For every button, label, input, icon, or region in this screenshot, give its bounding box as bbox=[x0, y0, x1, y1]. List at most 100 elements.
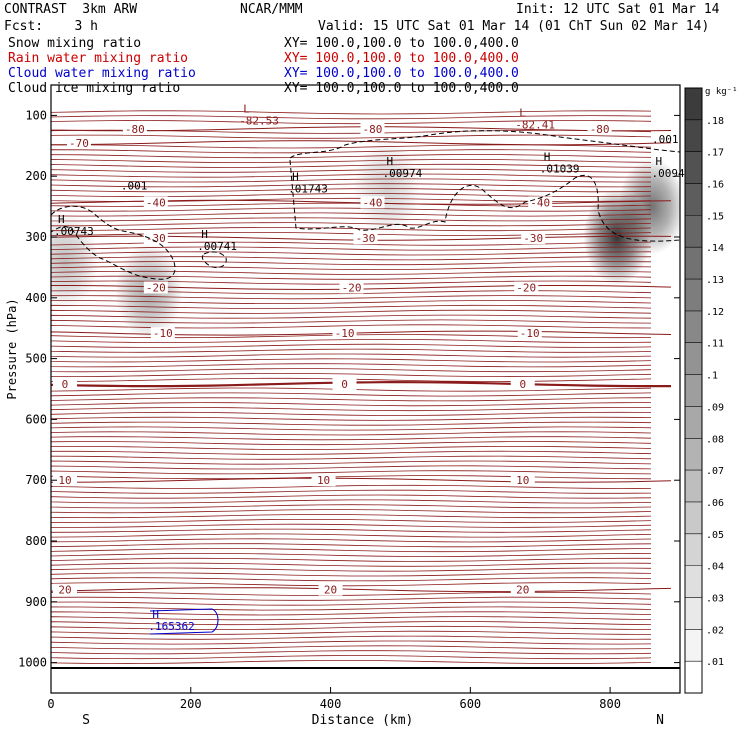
isotherm-line bbox=[51, 528, 652, 533]
colorbar-label: .09 bbox=[706, 402, 724, 413]
extremum-value-3: .01039 bbox=[540, 162, 580, 175]
isotherm-line bbox=[51, 509, 652, 514]
isotherm-line bbox=[51, 275, 652, 280]
isotherm-line bbox=[51, 270, 652, 275]
extremum-value-0: -82.53 bbox=[239, 114, 279, 127]
isotherm--40 bbox=[51, 199, 672, 205]
contour-value-label: .001 bbox=[121, 180, 148, 193]
extrema-labels: L-82.53L-82.41H.00974H.01039H.00943H.017… bbox=[54, 102, 691, 633]
isotherm-line bbox=[51, 621, 652, 626]
isotherm-label-20-0: 20 bbox=[58, 584, 71, 597]
colorbar-swatch bbox=[685, 629, 702, 662]
isotherm-label-bg bbox=[143, 196, 168, 209]
isotherm-line bbox=[51, 416, 652, 421]
isotherm-label--20-1: -20 bbox=[342, 281, 362, 294]
cloud-ice-contour-left bbox=[51, 205, 176, 280]
colorbar-swatch bbox=[685, 151, 702, 184]
institution: NCAR/MMM bbox=[240, 2, 303, 17]
isotherm--30 bbox=[51, 235, 672, 241]
isotherm-line bbox=[51, 232, 652, 237]
temperature-contours: -80 -80 -80-70-40 -40 -40-30 -30 -30-20 -20 -20-… bbox=[51, 110, 672, 665]
extremum-value-5: .01743 bbox=[288, 182, 328, 195]
forecast-hour: Fcst: 3 h bbox=[4, 19, 98, 34]
isotherm-line bbox=[51, 567, 652, 572]
isotherm-line bbox=[51, 436, 652, 441]
x-tick-label: 600 bbox=[459, 697, 481, 711]
isotherm-label-10-1: 10 bbox=[317, 474, 330, 487]
isotherm-label-0-0: 0 bbox=[62, 378, 69, 391]
isotherm-line bbox=[51, 280, 652, 285]
colorbar-unit: g kg⁻¹ bbox=[705, 87, 738, 97]
isotherm-line bbox=[51, 538, 652, 543]
colorbar-swatch bbox=[685, 183, 702, 216]
isotherm-line bbox=[51, 154, 652, 159]
isotherm-line bbox=[51, 431, 652, 436]
isotherm-line bbox=[51, 319, 652, 324]
cloud-ice-contour-middle bbox=[289, 159, 680, 242]
y-tick-label: 100 bbox=[25, 108, 47, 122]
x-tick-label: 400 bbox=[320, 697, 342, 711]
isotherm-label-bg bbox=[52, 583, 77, 596]
isotherm-line bbox=[51, 455, 652, 460]
isotherm-line bbox=[51, 338, 652, 344]
isotherm-line bbox=[51, 630, 652, 635]
isotherm-line bbox=[51, 251, 652, 256]
isotherm-label-bg bbox=[353, 232, 378, 245]
isotherm-0 bbox=[51, 380, 671, 388]
extremum-marker-4: H bbox=[656, 155, 663, 168]
isotherm-line bbox=[51, 407, 651, 412]
colorbar-label: .15 bbox=[706, 211, 724, 222]
isotherm-line bbox=[51, 110, 652, 115]
isotherm-line bbox=[51, 548, 652, 553]
isotherm-line bbox=[51, 115, 652, 120]
extremum-marker-0: L bbox=[243, 102, 250, 115]
isotherm-label-bg bbox=[517, 327, 542, 340]
isotherm-label-bg bbox=[510, 378, 535, 391]
isotherm-line bbox=[51, 193, 652, 198]
ice-cloud-4 bbox=[618, 158, 680, 255]
colorbar-label: .1 bbox=[706, 371, 718, 382]
colorbar-swatch bbox=[685, 406, 702, 439]
y-tick-label: 1000 bbox=[18, 656, 47, 670]
isotherm-label--30-2: -30 bbox=[523, 232, 543, 245]
isotherm-line bbox=[51, 246, 652, 251]
x-tick-label: 800 bbox=[599, 697, 621, 711]
colorbar-label: .07 bbox=[706, 466, 724, 477]
legend-cloudwater-xy: XY= 100.0,100.0 to 100.0,400.0 bbox=[284, 66, 519, 81]
isotherm-line bbox=[51, 353, 652, 358]
isotherm-label-bg bbox=[510, 583, 535, 596]
isotherm-line bbox=[51, 241, 652, 246]
colorbar-label: .03 bbox=[706, 593, 724, 604]
isotherm-label-10-2: 10 bbox=[516, 474, 529, 487]
extremum-marker-1: L bbox=[519, 107, 526, 120]
isotherm-line bbox=[51, 300, 652, 304]
legend-snow-xy: XY= 100.0,100.0 to 100.0,400.0 bbox=[284, 36, 519, 51]
isotherm-line bbox=[51, 202, 652, 207]
isotherm-line bbox=[51, 441, 652, 446]
colorbar-label: .08 bbox=[706, 434, 724, 445]
x-axis: 0 200 400 600 800 S N Distance (km) bbox=[47, 687, 664, 728]
isotherm-label-bg bbox=[332, 327, 357, 340]
isotherm-line bbox=[51, 645, 652, 650]
colorbar-label: .11 bbox=[706, 339, 724, 350]
extremum-marker-8: H bbox=[152, 608, 159, 621]
colorbar-swatch bbox=[685, 565, 702, 598]
extremum-value-4: .00943 bbox=[652, 167, 692, 180]
isotherm-line bbox=[51, 188, 652, 193]
legend-cloudwater-label: Cloud water mixing ratio bbox=[8, 66, 196, 81]
cloud-ice-contour-upper bbox=[289, 130, 680, 159]
isotherm-line bbox=[51, 591, 652, 596]
colorbar-swatch bbox=[685, 661, 702, 693]
isotherm-line bbox=[51, 173, 652, 178]
isotherm-line bbox=[51, 158, 652, 163]
colorbar-swatch bbox=[685, 310, 702, 343]
isotherm-line bbox=[51, 465, 652, 470]
y-tick-label: 300 bbox=[25, 230, 47, 244]
isotherm-line bbox=[51, 601, 652, 606]
model-title: CONTRAST 3km ARW bbox=[4, 2, 138, 17]
init-time: Init: 12 UTC Sat 01 Mar 14 bbox=[516, 2, 720, 17]
isotherm-label-0-1: 0 bbox=[341, 378, 348, 391]
extremum-value-6: .00743 bbox=[54, 225, 94, 238]
isotherm-line bbox=[51, 217, 652, 222]
